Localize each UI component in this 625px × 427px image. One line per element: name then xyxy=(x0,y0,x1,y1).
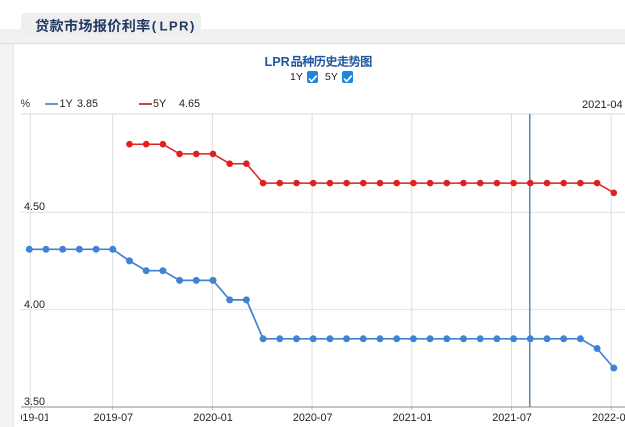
svg-text:): ) xyxy=(190,19,194,34)
svg-text:LPR: LPR xyxy=(265,55,290,69)
svg-text:LPR: LPR xyxy=(160,19,190,34)
svg-text:(: ( xyxy=(152,19,157,34)
